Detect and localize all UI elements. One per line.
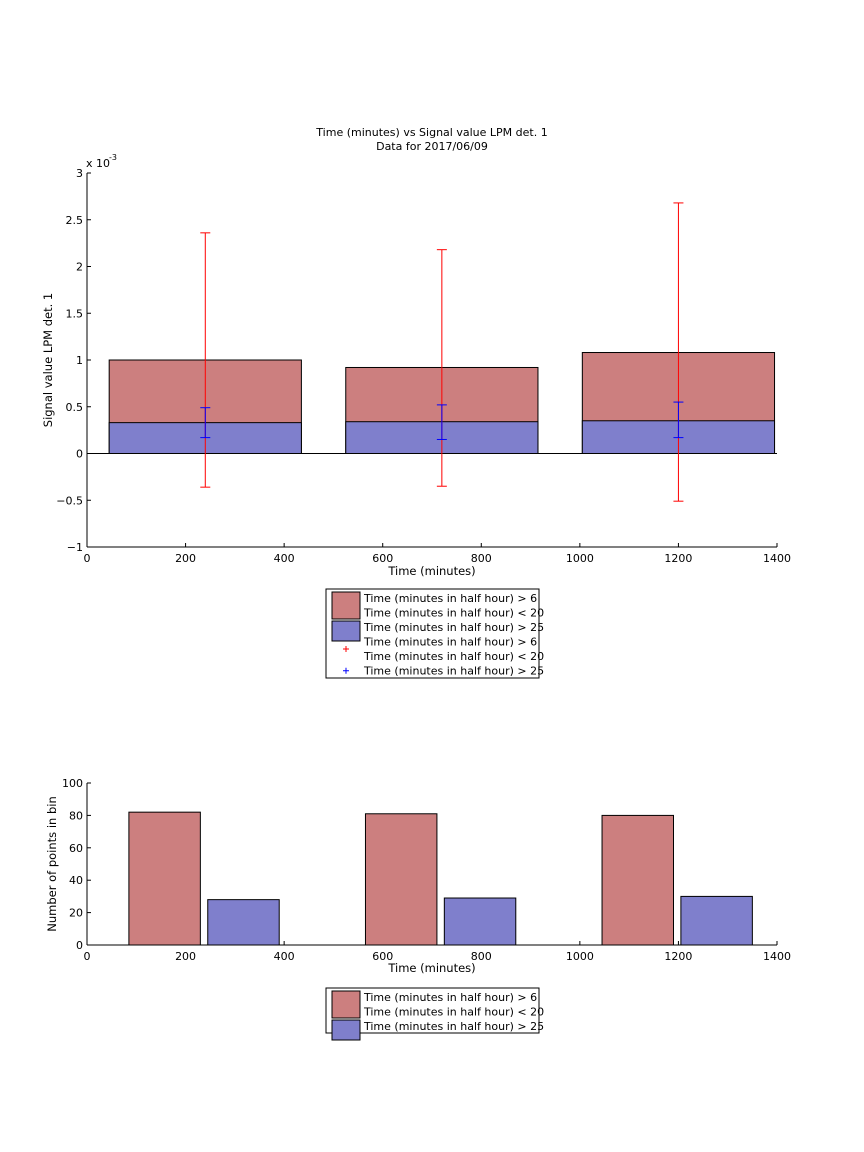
- x-tick-label: 1000: [566, 552, 594, 565]
- y-tick-label: 1.5: [66, 307, 84, 320]
- bar: [443, 897, 517, 946]
- legend-swatch: [331, 620, 361, 642]
- x-tick-label: 400: [274, 552, 295, 565]
- chart1-ylabel: Signal value LPM det. 1: [41, 293, 55, 427]
- y-tick-label: 3: [76, 167, 83, 180]
- y-tick-label: 80: [69, 809, 83, 822]
- chart1-subtitle: Data for 2017/06/09: [376, 140, 488, 153]
- y-tick-label: 1: [76, 354, 83, 367]
- legend-label: Time (minutes in half hour) > 25: [363, 1020, 544, 1033]
- chart1-title: Time (minutes) vs Signal value LPM det. …: [315, 126, 547, 139]
- chart1-xlabel: Time (minutes): [387, 564, 475, 578]
- chart2-legend: Time (minutes in half hour) > 6 Time (min…: [325, 987, 544, 1041]
- legend-label: Time (minutes in half hour) > 6: [363, 636, 537, 649]
- x-tick-label: 0: [84, 950, 91, 963]
- y-tick-label: 60: [69, 842, 83, 855]
- bar: [680, 895, 753, 946]
- y-tick-label: 0.5: [66, 401, 84, 414]
- chart2-plot-area: 0 200 400 600 800 1000 1200 1400 0 20 40 60 80 100: [62, 777, 791, 963]
- bar: [601, 814, 674, 946]
- x-tick-label: 600: [372, 552, 393, 565]
- y-tick-label: 100: [62, 777, 83, 790]
- legend-swatch: [331, 591, 361, 620]
- y-tick-label: 40: [69, 874, 83, 887]
- y-tick-label: −1: [67, 541, 83, 554]
- bar: [128, 811, 201, 946]
- x-tick-label: 1200: [664, 950, 692, 963]
- legend-label: Time (minutes in half hour) < 20: [363, 607, 544, 620]
- x-tick-label: 800: [471, 950, 492, 963]
- chart1-exponent-base: x 10: [86, 157, 110, 170]
- bar: [207, 899, 280, 946]
- legend-box: [325, 588, 540, 679]
- x-tick-label: 600: [372, 950, 393, 963]
- legend-box: [325, 987, 540, 1034]
- x-tick-label: 1400: [763, 950, 791, 963]
- x-tick-label: 1400: [763, 552, 791, 565]
- y-tick-label: 20: [69, 907, 83, 920]
- legend-label: Time (minutes in half hour) > 6: [363, 991, 537, 1004]
- y-tick-label: 0: [76, 448, 83, 461]
- chart2-ylabel: Number of points in bin: [45, 796, 59, 932]
- legend-swatch: [331, 990, 361, 1019]
- chart1-exponent: x 10 -3: [86, 153, 117, 170]
- x-tick-label: 1000: [566, 950, 594, 963]
- legend-label: Time (minutes in half hour) > 25: [363, 665, 544, 678]
- legend-swatch: [331, 1019, 361, 1041]
- x-tick-label: 200: [175, 552, 196, 565]
- bar: [364, 813, 438, 946]
- legend-label: Time (minutes in half hour) > 6: [363, 592, 537, 605]
- x-tick-label: 800: [471, 552, 492, 565]
- legend-label: Time (minutes in half hour) > 25: [363, 621, 544, 634]
- chart1-exponent-power: -3: [109, 153, 117, 162]
- chart1-plot-area: 0 200 400 600 800 1000 1200 1400 −1 −0.5 0 0.5 1 1.5 2…: [56, 167, 791, 565]
- legend-label: Time (minutes in half hour) < 20: [363, 1006, 544, 1019]
- x-tick-label: 400: [274, 950, 295, 963]
- y-tick-label: −0.5: [56, 494, 83, 507]
- legend-label: Time (minutes in half hour) < 20: [363, 650, 544, 663]
- y-tick-label: 0: [76, 939, 83, 952]
- y-tick-label: 2: [76, 261, 83, 274]
- x-tick-label: 1200: [664, 552, 692, 565]
- y-tick-label: 2.5: [66, 214, 84, 227]
- chart2-xlabel: Time (minutes): [387, 961, 475, 975]
- x-tick-label: 200: [175, 950, 196, 963]
- x-tick-label: 0: [84, 552, 91, 565]
